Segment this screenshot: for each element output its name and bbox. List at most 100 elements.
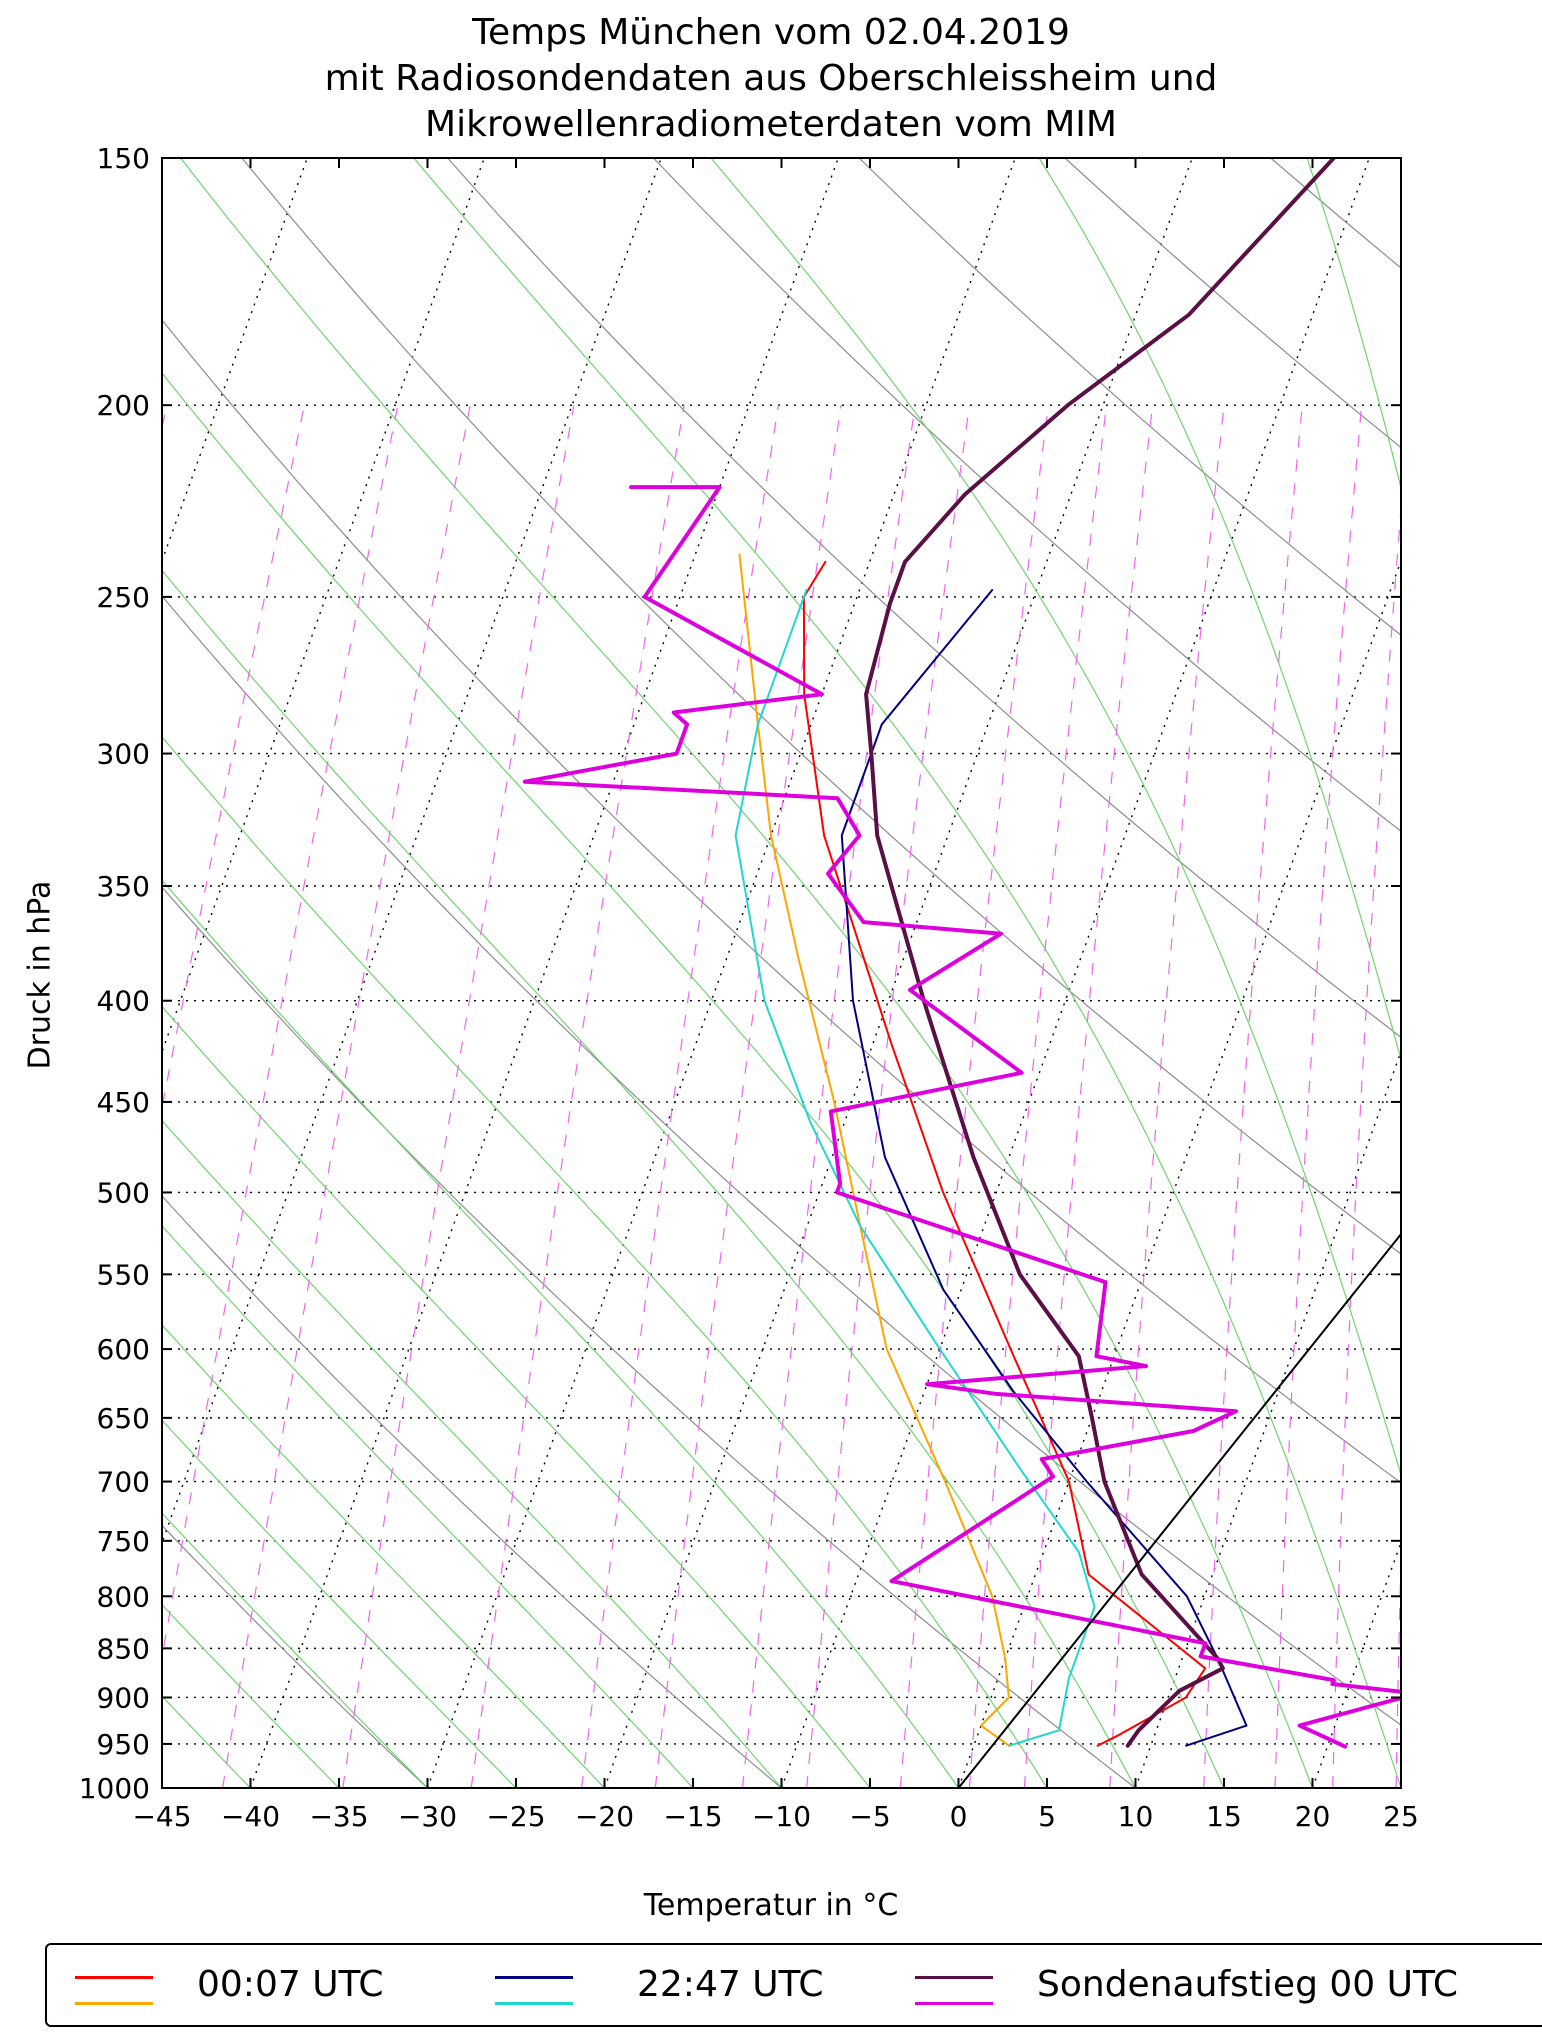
y-tick-label: 350 xyxy=(97,870,150,903)
moist-adiabat-line xyxy=(162,1005,871,1788)
isotherm-line xyxy=(1311,1540,1401,1788)
y-tick-label: 750 xyxy=(97,1525,150,1558)
series-00-07-utc-temperatur xyxy=(802,560,1207,1747)
y-tick-label: 1000 xyxy=(79,1772,150,1805)
y-tick-label: 550 xyxy=(97,1258,150,1291)
mixing-ratio-line xyxy=(1514,405,1542,1788)
data-series-layer xyxy=(522,158,1401,1788)
y-tick-label: 200 xyxy=(97,389,150,422)
mixing-ratio-line xyxy=(968,405,1108,1788)
moist-adiabat-line xyxy=(162,1324,605,1788)
series-isotherme-0-c-schr-g xyxy=(957,1232,1401,1788)
y-tick-label: 700 xyxy=(97,1466,150,1499)
mixing-ratio-line xyxy=(1395,1539,1401,1788)
isotherm-line xyxy=(162,158,662,1545)
moist-adiabat-line xyxy=(1038,158,1401,1062)
moist-adiabat-line xyxy=(162,735,1048,1788)
dry-adiabat-line xyxy=(1476,158,1542,1788)
title-line-2: mit Radiosondendaten aus Oberschleisshei… xyxy=(324,58,1218,99)
legend-swatch-dewpoint xyxy=(75,2002,153,2005)
x-tick-label: −35 xyxy=(309,1800,368,1833)
y-axis-label: Druck in hPa xyxy=(22,880,58,1070)
dry-adiabat-line xyxy=(241,158,1401,1255)
y-tick-label: 950 xyxy=(97,1728,150,1761)
dry-adiabat-line xyxy=(162,1195,782,1788)
dry-adiabat-line xyxy=(447,158,1401,1039)
y-tick-label: 150 xyxy=(97,142,150,175)
x-tick-label: 15 xyxy=(1206,1800,1242,1833)
moist-adiabat-line xyxy=(1501,158,1542,1788)
dry-adiabat-line xyxy=(162,319,1401,1484)
x-tick-label: 25 xyxy=(1383,1800,1419,1833)
isotherm-line xyxy=(162,158,485,1054)
y-tick-label: 400 xyxy=(97,985,150,1018)
dry-adiabat-line xyxy=(1064,158,1401,449)
legend-swatch-temp xyxy=(495,1976,573,1979)
y-tick-label: 650 xyxy=(97,1402,150,1435)
isotherm-line xyxy=(249,158,839,1788)
isotherm-line xyxy=(1134,1049,1401,1788)
y-tick-label: 850 xyxy=(97,1632,150,1665)
y-tick-label: 500 xyxy=(97,1176,150,1209)
moist-adiabat-line xyxy=(1306,158,1401,491)
series-00-07-utc-taupunkt xyxy=(738,553,1011,1747)
moist-adiabat-line xyxy=(162,1224,694,1788)
legend-swatch-temp xyxy=(915,1976,993,1979)
moist-adiabat-line xyxy=(413,158,1401,1788)
title-line-1: Temps München vom 02.04.2019 xyxy=(472,12,1070,53)
title-line-3: Mikrowellenradiometerdaten vom MIM xyxy=(425,104,1117,145)
x-tick-label: 5 xyxy=(1038,1800,1056,1833)
x-tick-label: −40 xyxy=(221,1800,280,1833)
moist-adiabat-line xyxy=(162,1119,782,1788)
isotherm-line xyxy=(780,158,1370,1788)
x-tick-label: −25 xyxy=(486,1800,545,1833)
x-tick-label: −20 xyxy=(575,1800,634,1833)
dry-adiabat-line xyxy=(162,595,1401,1726)
mixing-ratio-line xyxy=(1274,405,1363,1788)
mixing-ratio-line xyxy=(222,405,471,1788)
axis-ticks: 150 200 250 300 350 400 450 500 550 600 650 700 750 8… xyxy=(79,142,1419,1833)
x-tick-label: −10 xyxy=(752,1800,811,1833)
moist-adiabat-line xyxy=(162,1603,340,1788)
x-tick-label: −15 xyxy=(663,1800,722,1833)
x-axis-label: Temperatur in °C xyxy=(643,1888,899,1923)
mixing-ratio-line xyxy=(1109,405,1225,1788)
x-tick-label: −45 xyxy=(132,1800,191,1833)
legend-swatch-temp xyxy=(75,1976,153,1979)
moist-adiabat-line xyxy=(180,158,1314,1788)
mixing-ratio-line xyxy=(342,405,575,1788)
dry-adiabat-line xyxy=(858,158,1401,636)
legend-label: 00:07 UTC xyxy=(197,1964,384,2005)
legend-swatch-dewpoint xyxy=(495,2002,573,2005)
moist-adiabat-line xyxy=(162,1419,517,1788)
y-tick-label: 450 xyxy=(97,1086,150,1119)
y-tick-label: 600 xyxy=(97,1333,150,1366)
series-sondenaufstieg-00-utc-taupunkt xyxy=(522,485,1401,1749)
x-tick-label: 20 xyxy=(1295,1800,1331,1833)
isotherm-line xyxy=(603,158,1193,1788)
legend: 00:07 UTC 22:47 UTC Sondenaufstieg 00 UT… xyxy=(45,1943,1542,2027)
mixing-ratio-line xyxy=(581,405,779,1788)
isotherm-line xyxy=(1490,158,1542,1788)
moist-adiabat-line xyxy=(162,372,1225,1788)
moist-adiabat-line xyxy=(162,879,959,1788)
series-22-47-utc-taupunkt xyxy=(734,589,1096,1747)
y-tick-label: 300 xyxy=(97,738,150,771)
series-sondenaufstieg-00-utc-temperatur xyxy=(864,158,1336,1748)
y-tick-label: 900 xyxy=(97,1681,150,1714)
moist-adiabat-line xyxy=(162,569,1137,1788)
mixing-ratio-line xyxy=(1023,405,1154,1788)
x-tick-label: −5 xyxy=(849,1800,890,1833)
y-tick-label: 250 xyxy=(97,581,150,614)
legend-label: 22:47 UTC xyxy=(637,1964,824,2005)
mixing-ratio-line xyxy=(654,405,842,1788)
mixing-ratio-line xyxy=(741,405,916,1788)
mixing-ratio-line xyxy=(1461,405,1515,1788)
moist-adiabat-line xyxy=(710,158,1401,1477)
x-tick-label: −30 xyxy=(398,1800,457,1833)
mixing-ratio-line xyxy=(470,405,685,1788)
legend-swatch-dewpoint xyxy=(915,2002,993,2005)
mixing-ratio-line xyxy=(162,405,305,1111)
isotherm-line xyxy=(426,158,1016,1788)
